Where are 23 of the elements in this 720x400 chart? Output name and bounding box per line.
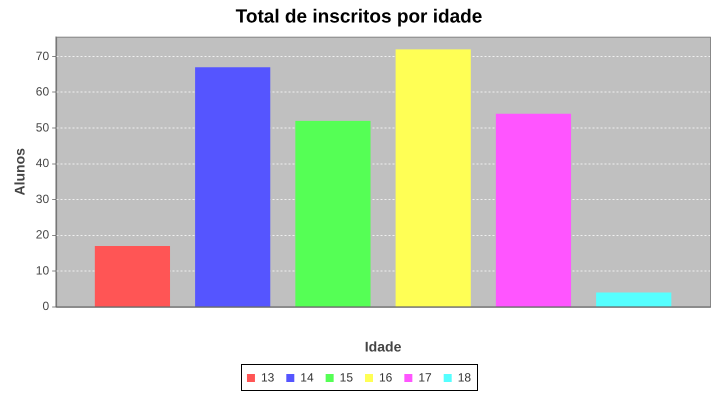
y-axis-title: Alunos: [11, 148, 28, 196]
y-tick-label: 60: [36, 84, 50, 99]
y-tick-label: 20: [36, 228, 50, 242]
y-tick-label: 10: [36, 263, 50, 278]
legend-label: 18: [458, 370, 472, 384]
y-tick-label: 70: [36, 48, 50, 63]
y-tick-label: 50: [36, 120, 50, 134]
legend-label: 15: [340, 370, 354, 384]
y-tick-label: 40: [36, 156, 50, 170]
bar: [596, 292, 672, 306]
legend-label: 14: [300, 370, 314, 384]
bar: [94, 246, 170, 306]
legend-label: 13: [260, 370, 275, 384]
chart-title: Total de inscritos por idade: [236, 6, 482, 28]
x-axis-title: Idade: [364, 338, 402, 354]
bar: [195, 67, 270, 306]
legend-label: 16: [379, 370, 393, 384]
bar: [295, 120, 371, 306]
legend-label: 17: [418, 370, 432, 384]
bar: [496, 114, 572, 306]
bar: [396, 49, 471, 306]
y-tick-label: 0: [42, 299, 50, 314]
y-tick-label: 30: [36, 192, 50, 206]
